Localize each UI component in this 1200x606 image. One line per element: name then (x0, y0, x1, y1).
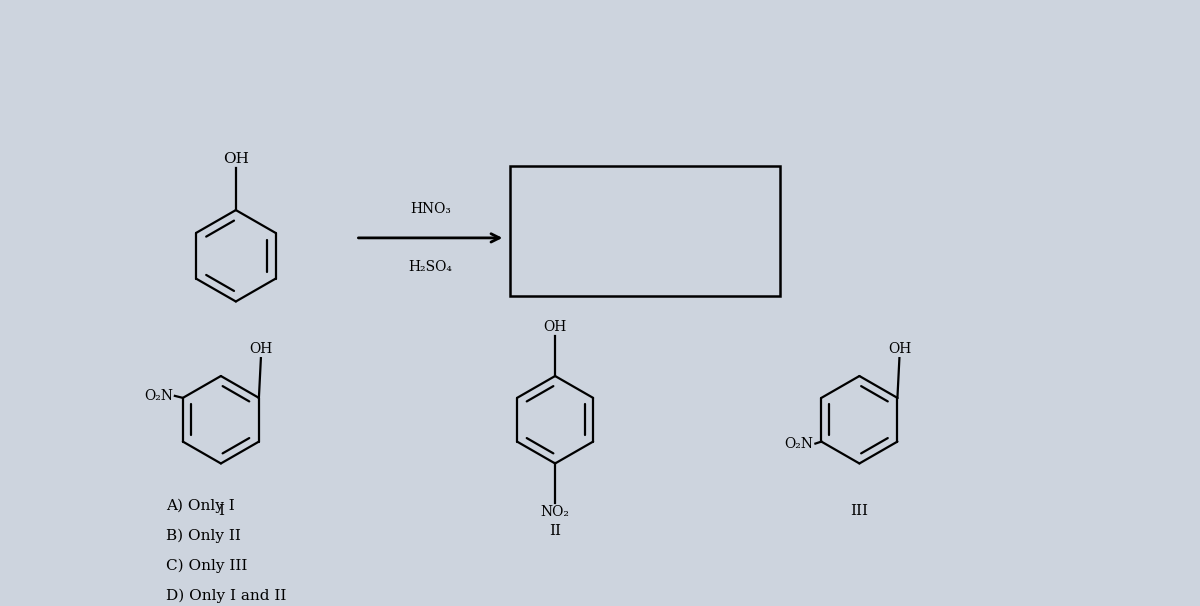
Text: OH: OH (888, 342, 911, 356)
Text: B) Only II: B) Only II (166, 529, 241, 543)
Bar (510, 166, 780, 296)
Text: III: III (851, 504, 869, 518)
Text: A) Only I: A) Only I (166, 499, 235, 513)
Text: OH: OH (250, 342, 272, 356)
Text: OH: OH (223, 152, 248, 166)
Text: H₂SO₄: H₂SO₄ (408, 260, 452, 274)
Text: HNO₃: HNO₃ (410, 202, 451, 216)
Text: NO₂: NO₂ (541, 505, 570, 519)
Text: II: II (550, 524, 562, 538)
Text: O₂N: O₂N (785, 436, 814, 451)
Text: OH: OH (544, 321, 566, 335)
Text: D) Only I and II: D) Only I and II (166, 588, 287, 603)
Text: O₂N: O₂N (144, 389, 173, 403)
Text: I: I (218, 504, 224, 518)
Text: C) Only III: C) Only III (166, 559, 247, 573)
